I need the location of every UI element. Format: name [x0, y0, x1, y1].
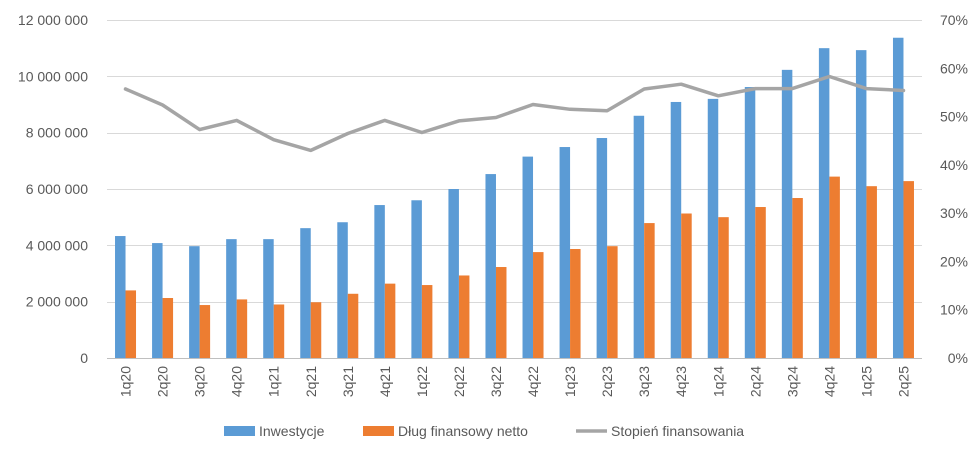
bar-inwestycje [411, 200, 422, 358]
legend-label: Dług finansowy netto [398, 423, 528, 439]
x-axis: 1q20 2q20 3q20 4q20 1q21 2q21 3q21 4q21 1q22 2q22… [118, 366, 912, 397]
legend-swatch [224, 426, 255, 436]
bar-dlug-finansowy-netto [199, 305, 211, 358]
bar-inwestycje [300, 228, 311, 358]
x-axis-tick-label: 2q21 [303, 366, 319, 397]
x-axis-tick-label: 4q24 [821, 366, 837, 397]
x-axis-tick-label: 1q21 [266, 366, 282, 397]
bar-inwestycje [522, 156, 534, 358]
x-axis-tick-label: 1q22 [414, 366, 430, 397]
line-series [123, 74, 906, 153]
x-axis-tick-label: 1q25 [858, 366, 874, 397]
x-axis-tick-label: 1q20 [118, 366, 134, 397]
x-axis-tick-label: 3q24 [784, 366, 800, 397]
bar-inwestycje [448, 189, 459, 358]
bar-inwestycje [892, 37, 904, 359]
bar-inwestycje [744, 87, 756, 358]
x-axis-tick-label: 2q20 [155, 366, 171, 397]
bar-inwestycje [189, 246, 200, 358]
bar-series [115, 37, 914, 359]
bar-dlug-finansowy-netto [866, 186, 877, 358]
bar-dlug-finansowy-netto [533, 252, 544, 358]
bar-inwestycje [374, 205, 385, 358]
x-axis-tick-label: 4q22 [525, 366, 541, 397]
x-axis-tick-label: 3q22 [488, 366, 504, 397]
bar-dlug-finansowy-netto [570, 248, 581, 358]
bar-inwestycje [115, 236, 126, 358]
bar-inwestycje [485, 174, 496, 358]
x-axis-tick-label: 4q20 [229, 366, 245, 397]
x-axis-tick-label: 2q25 [895, 366, 911, 397]
right-axis-tick-label: 50% [940, 109, 968, 125]
left-axis-tick-label: 2 000 000 [26, 294, 88, 310]
right-axis-tick-label: 30% [940, 205, 968, 221]
bar-dlug-finansowy-netto [607, 246, 618, 358]
bar-dlug-finansowy-netto [125, 290, 137, 358]
left-axis-tick-label: 12 000 000 [18, 12, 88, 28]
right-axis-tick-label: 60% [940, 60, 968, 76]
legend-label: Inwestycje [259, 423, 325, 439]
left-axis-tick-label: 10 000 000 [18, 68, 88, 84]
right-axis-tick-label: 0% [948, 350, 968, 366]
bar-inwestycje [855, 50, 867, 358]
left-axis-tick-label: 6 000 000 [26, 181, 88, 197]
right-axis-ticks: 0% 10% 20% 30% 40% 50% 60% 70% [940, 12, 968, 366]
left-axis-ticks: 0 2 000 000 4 000 000 6 000 000 8 000 000 10 … [18, 12, 88, 366]
x-axis-tick-label: 4q23 [673, 366, 689, 397]
right-axis-tick-label: 20% [940, 253, 968, 269]
bar-inwestycje [559, 147, 571, 358]
x-axis-tick-label: 1q23 [562, 366, 578, 397]
x-axis-tick-label: 2q22 [451, 366, 467, 397]
bar-dlug-finansowy-netto [273, 304, 285, 358]
bar-dlug-finansowy-netto [384, 283, 396, 358]
bar-dlug-finansowy-netto [829, 176, 840, 358]
bar-inwestycje [337, 222, 348, 358]
legend: Inwestycje Dług finansowy netto Stopień fi… [224, 423, 744, 439]
bar-dlug-finansowy-netto [681, 213, 692, 358]
bar-inwestycje [781, 69, 793, 358]
bar-dlug-finansowy-netto [792, 198, 803, 358]
bar-dlug-finansowy-netto [495, 267, 507, 358]
right-axis-tick-label: 10% [940, 302, 968, 318]
x-axis-tick-label: 4q21 [377, 366, 393, 397]
bar-inwestycje [670, 101, 682, 358]
bar-dlug-finansowy-netto [347, 293, 359, 358]
x-axis-tick-label: 2q23 [599, 366, 615, 397]
bar-inwestycje [226, 239, 237, 358]
x-axis-tick-label: 3q20 [192, 366, 208, 397]
right-axis-tick-label: 70% [940, 12, 968, 28]
left-axis-tick-label: 8 000 000 [26, 125, 88, 141]
bar-dlug-finansowy-netto [718, 217, 729, 358]
left-axis-tick-label: 0 [80, 350, 88, 366]
bar-dlug-finansowy-netto [903, 181, 914, 358]
bar-dlug-finansowy-netto [310, 302, 322, 358]
bar-dlug-finansowy-netto [755, 207, 766, 358]
bar-dlug-finansowy-netto [458, 275, 470, 358]
bar-inwestycje [818, 48, 830, 359]
bar-inwestycje [707, 98, 719, 358]
x-axis-tick-label: 1q24 [710, 366, 726, 397]
x-axis-tick-label: 2q24 [747, 366, 763, 397]
legend-swatch [363, 426, 394, 436]
right-axis-tick-label: 40% [940, 157, 968, 173]
bar-dlug-finansowy-netto [236, 299, 248, 358]
bar-inwestycje [152, 243, 163, 358]
line-stopien-finansowania [123, 74, 906, 153]
x-axis-tick-label: 3q21 [340, 366, 356, 397]
bar-inwestycje [596, 138, 608, 358]
left-axis-tick-label: 4 000 000 [26, 237, 88, 253]
bar-dlug-finansowy-netto [162, 298, 174, 358]
bar-inwestycje [263, 239, 274, 358]
x-axis-tick-label: 3q23 [636, 366, 652, 397]
bar-inwestycje [633, 115, 645, 359]
bar-dlug-finansowy-netto [644, 223, 655, 358]
legend-label: Stopień finansowania [611, 423, 744, 439]
bar-dlug-finansowy-netto [421, 285, 433, 358]
